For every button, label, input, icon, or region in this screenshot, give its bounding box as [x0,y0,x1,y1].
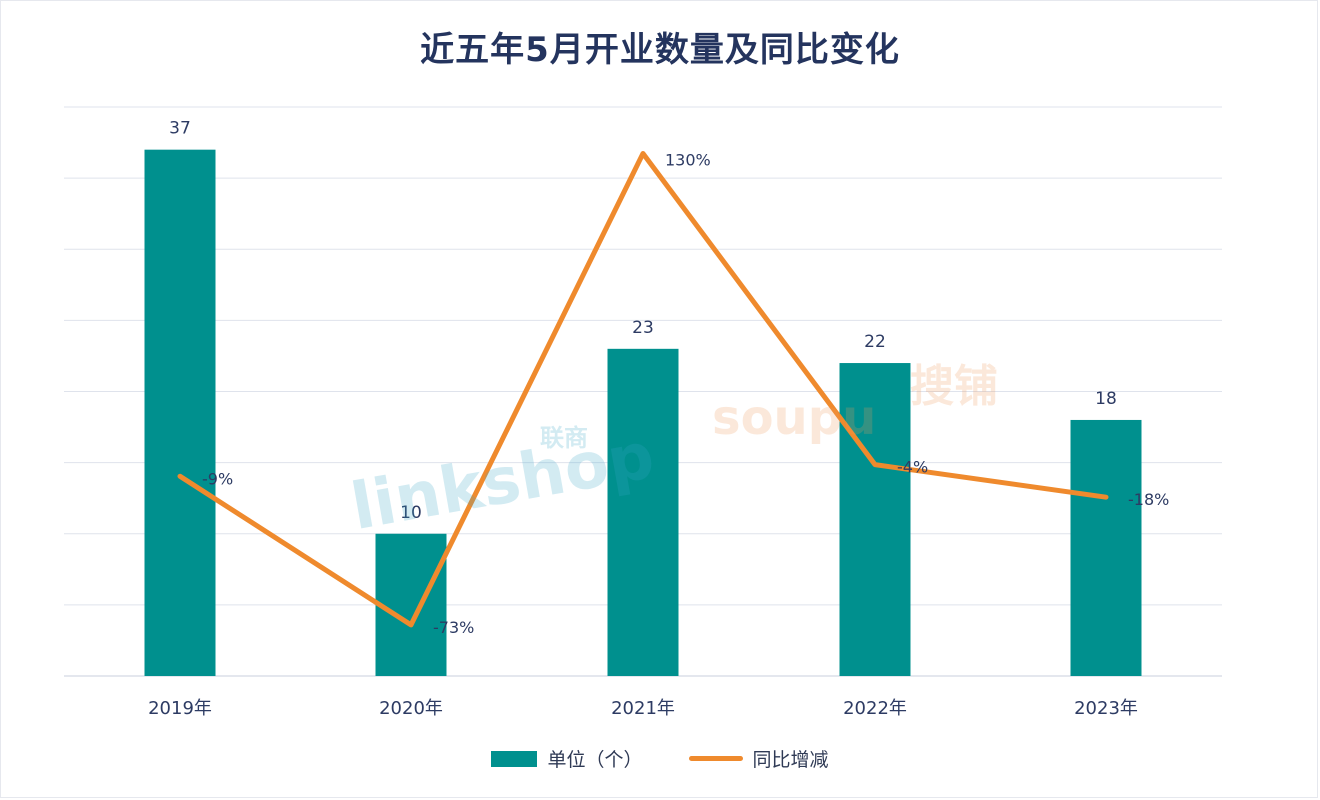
x-tick-label: 2023年 [1074,698,1138,719]
line-value-label: -9% [202,469,233,488]
bar-value-label: 18 [1095,389,1117,409]
bar-2021年 [607,348,679,676]
x-tick-label: 2021年 [611,698,675,719]
bar-value-label: 10 [400,503,422,523]
chart-legend: 单位（个） 同比增减 [0,745,1320,772]
bar-value-label: 22 [864,332,886,352]
bar-2022年 [839,363,911,676]
bar-value-label: 37 [169,119,191,139]
legend-bar-swatch [491,750,538,767]
x-tick-label: 2022年 [843,698,907,719]
legend-line-label: 同比增减 [752,749,829,771]
legend-item-bars: 单位（个） [491,745,643,772]
bar-2023年 [1070,419,1142,676]
yoy-point [409,623,413,627]
yoy-point [641,151,645,155]
line-value-label: -73% [433,618,474,637]
legend-bar-label: 单位（个） [547,749,643,771]
legend-item-line: 同比增减 [688,745,829,772]
yoy-point [1104,495,1108,499]
bar-value-label: 23 [632,318,654,338]
line-value-label: 130% [665,150,711,169]
yoy-point [873,463,877,467]
line-value-label: -4% [897,458,928,477]
line-value-label: -18% [1128,490,1169,509]
chart-title: 近五年5月开业数量及同比变化 [420,30,900,70]
yoy-point [178,474,182,478]
bar-2019年 [144,149,216,677]
x-tick-label: 2019年 [148,698,212,719]
x-tick-label: 2020年 [379,698,443,719]
legend-line-swatch [688,756,743,761]
bar-2020年 [375,533,447,676]
